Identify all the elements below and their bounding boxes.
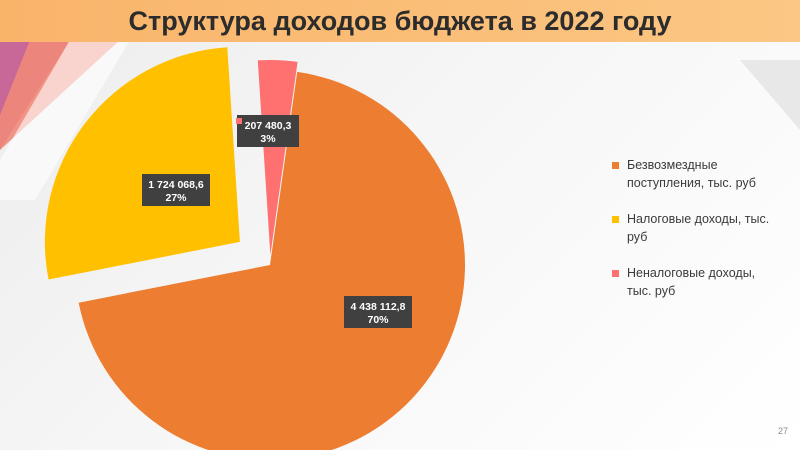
data-label-non-tax-revenue: 207 480,33%	[237, 115, 299, 147]
page-title: Структура доходов бюджета в 2022 году	[128, 5, 672, 36]
data-label-value: 4 438 112,8	[351, 301, 406, 313]
legend-swatch-tax-revenue	[612, 216, 619, 223]
data-label-percent: 3%	[260, 133, 276, 145]
pie-slice-free-receipts	[78, 71, 465, 450]
data-label-box	[344, 296, 412, 328]
data-label-box	[142, 174, 210, 206]
title-bar: Структура доходов бюджета в 2022 году	[0, 0, 800, 42]
data-label-percent: 27%	[165, 192, 187, 204]
data-label-value: 1 724 068,6	[148, 179, 204, 191]
data-label-tax-revenue: 1 724 068,627%	[142, 174, 210, 206]
legend-item-free-receipts: Безвозмездные поступления, тыс. руб	[612, 156, 782, 192]
data-label-marker	[236, 118, 242, 124]
data-label-free-receipts: 4 438 112,870%	[344, 296, 412, 328]
data-label-value: 207 480,3	[245, 120, 292, 132]
pie-slice-non-tax-revenue	[257, 60, 298, 256]
legend-swatch-free-receipts	[612, 162, 619, 169]
chart-legend: Безвозмездные поступления, тыс. руб Нало…	[612, 156, 782, 318]
legend-label-free-receipts: Безвозмездные поступления, тыс. руб	[627, 158, 756, 190]
legend-item-tax-revenue: Налоговые доходы, тыс. руб	[612, 210, 782, 246]
legend-swatch-non-tax-revenue	[612, 270, 619, 277]
page-number: 27	[777, 426, 788, 436]
legend-label-non-tax-revenue: Неналоговые доходы, тыс. руб	[627, 266, 756, 298]
legend-label-tax-revenue: Налоговые доходы, тыс. руб	[627, 212, 770, 244]
data-label-percent: 70%	[367, 314, 389, 326]
legend-item-non-tax-revenue: Неналоговые доходы, тыс. руб	[612, 264, 782, 300]
pie-slice-tax-revenue	[44, 47, 240, 280]
data-label-box	[237, 115, 299, 147]
